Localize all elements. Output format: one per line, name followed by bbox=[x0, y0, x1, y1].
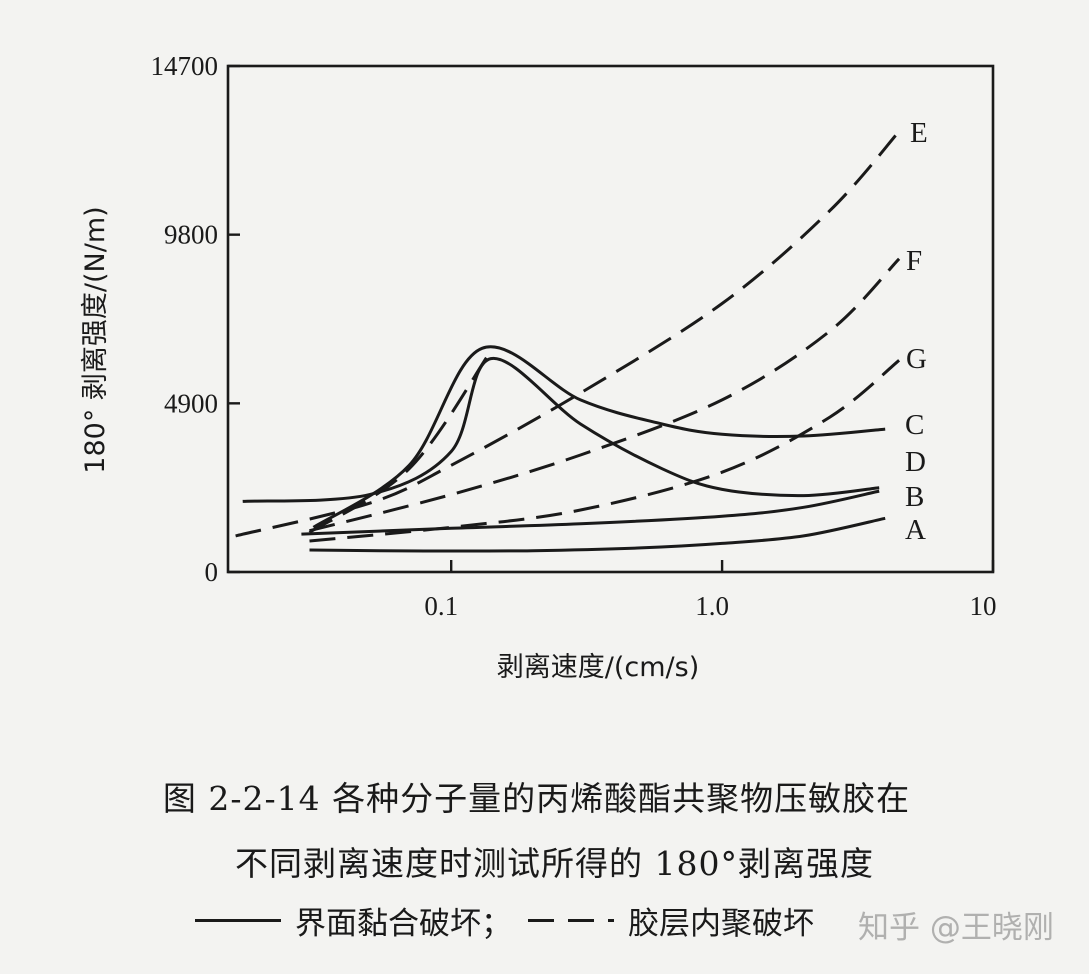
x-tick-label-0: 0.1 bbox=[424, 591, 458, 621]
caption-line-2: 不同剥离速度时测试所得的 180°剥离强度 bbox=[235, 844, 874, 883]
series-label-g: G bbox=[906, 343, 927, 375]
series-line-b bbox=[301, 489, 880, 536]
legend-dashed-label: 胶层内聚破坏 bbox=[628, 905, 814, 942]
series-label-e: E bbox=[910, 117, 928, 149]
y-tick-label-1: 4900 bbox=[164, 388, 218, 418]
legend: 界面黏合破坏； 胶层内聚破坏 bbox=[195, 898, 830, 942]
x-axis-title: 剥离速度/(cm/s) bbox=[497, 652, 699, 683]
series-line-e bbox=[235, 130, 901, 538]
chart-labels: AB CD E F G bbox=[905, 117, 928, 546]
series-label-a: A bbox=[905, 514, 926, 546]
x-tick-label-2: 10 bbox=[970, 591, 997, 621]
plot-frame bbox=[226, 64, 995, 574]
y-tick-label-2: 9800 bbox=[164, 220, 218, 250]
chart-axes: 0 4900 9800 14700 0.1 1.0 10 剥离速度/(cm/s) 180° 剥离… bbox=[80, 51, 997, 683]
series-label-c: C bbox=[905, 409, 924, 441]
series-line-g bbox=[309, 359, 901, 543]
chart-plot-area bbox=[235, 130, 901, 553]
x-tick-label-1: 1.0 bbox=[695, 591, 729, 621]
series-line-unlabeled-7 bbox=[308, 354, 490, 534]
series-label-b: B bbox=[905, 481, 924, 513]
legend-solid-label: 界面黏合破坏； bbox=[295, 905, 512, 942]
y-axis-title: 180° 剥离强度/(N/m) bbox=[80, 206, 111, 473]
series-line-a bbox=[309, 516, 886, 553]
series-label-d: D bbox=[905, 446, 926, 478]
y-tick-label-0: 0 bbox=[205, 557, 219, 587]
caption-line-1: 图 2-2-14 各种分子量的丙烯酸酯共聚物压敏胶在 bbox=[162, 779, 911, 818]
peel-strength-chart: 0 4900 9800 14700 0.1 1.0 10 剥离速度/(cm/s) 180° 剥离… bbox=[80, 51, 997, 683]
watermark: 知乎 @王晓刚 bbox=[858, 910, 1054, 946]
series-label-f: F bbox=[906, 245, 922, 277]
legend-solid-line-swatch bbox=[195, 918, 281, 922]
y-tick-label-3: 14700 bbox=[151, 51, 219, 81]
series-line-f bbox=[309, 257, 901, 533]
legend-dashed-line-swatch bbox=[528, 918, 614, 922]
series-line-c bbox=[312, 345, 886, 529]
series-line-d bbox=[242, 357, 880, 503]
